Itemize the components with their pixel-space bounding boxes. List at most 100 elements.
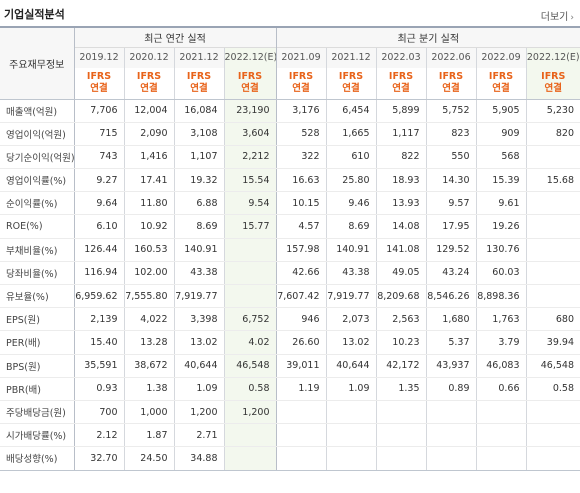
consolidated-label: 연결 xyxy=(190,83,208,95)
quarter-value-cell: 3.79 xyxy=(475,330,526,355)
ifrs-basis-label: IFRS 연결 xyxy=(123,68,174,100)
quarter-period-header: 2021.09 xyxy=(275,46,326,68)
quarter-value-cell xyxy=(425,423,476,448)
row-label: BPS(원) xyxy=(0,354,74,378)
quarter-value-cell: 680 xyxy=(525,307,580,332)
table-row: EPS(원) 2,139 4,022 3,398 6,752 946 2,073 2,563 1… xyxy=(0,307,580,332)
quarter-value-cell: 49.05 xyxy=(375,261,426,286)
ifrs-label: IFRS xyxy=(338,71,364,83)
ifrs-basis-label: IFRS 연결 xyxy=(475,68,526,100)
consolidated-label: 연결 xyxy=(140,83,158,95)
annual-value-cell: 3,398 xyxy=(173,307,224,332)
quarter-value-cell: 46,548 xyxy=(525,354,580,378)
quarter-value-cell: 610 xyxy=(325,145,376,170)
table-row: 영업이익(억원) 715 2,090 3,108 3,604 528 1,665 1,117 8… xyxy=(0,122,580,146)
quarter-value-cell xyxy=(525,145,580,170)
table-row: 배당성향(%) 32.70 24.50 34.88 xyxy=(0,446,580,471)
quarter-value-cell xyxy=(275,399,326,425)
quarter-value-cell: 1,680 xyxy=(425,307,476,332)
annual-value-cell: 0.58 xyxy=(223,377,276,401)
annual-value-cell: 8.69 xyxy=(173,214,224,239)
ifrs-basis-label: IFRS 연결 xyxy=(525,68,580,100)
quarter-value-cell: 1,763 xyxy=(475,307,526,332)
ifrs-label: IFRS xyxy=(438,71,464,83)
ifrs-label: IFRS xyxy=(237,71,263,83)
quarter-value-cell xyxy=(475,446,526,471)
quarter-value-cell: 5,899 xyxy=(375,99,426,123)
quarter-value-cell xyxy=(375,399,426,425)
quarter-value-cell: 1.35 xyxy=(375,377,426,401)
table-row: ROE(%) 6.10 10.92 8.69 15.77 4.57 8.69 14.08 17.… xyxy=(0,214,580,239)
quarter-value-cell: 14.08 xyxy=(375,214,426,239)
annual-value-cell: 23,190 xyxy=(223,99,276,123)
quarter-value-cell: 3,176 xyxy=(275,99,326,123)
quarter-value-cell: 13.93 xyxy=(375,191,426,216)
quarter-value-cell xyxy=(475,399,526,425)
quarter-value-cell: 0.58 xyxy=(525,377,580,401)
annual-value-cell: 13.28 xyxy=(123,330,174,355)
quarter-value-cell: 5.37 xyxy=(425,330,476,355)
quarter-value-cell: 0.66 xyxy=(475,377,526,401)
quarter-value-cell: 6,454 xyxy=(325,99,376,123)
quarter-value-cell: 822 xyxy=(375,145,426,170)
table-row: 당기순이익(억원) 743 1,416 1,107 2,212 322 610 822 550 5… xyxy=(0,145,580,170)
quarter-value-cell: 1,665 xyxy=(325,122,376,146)
quarter-value-cell xyxy=(525,237,580,262)
quarter-value-cell: 5,752 xyxy=(425,99,476,123)
quarter-value-cell: 13.02 xyxy=(325,330,376,355)
quarter-value-cell: 10.23 xyxy=(375,330,426,355)
quarter-value-cell: 2,563 xyxy=(375,307,426,332)
annual-value-cell: 46,548 xyxy=(223,354,276,378)
quarter-value-cell: 1.19 xyxy=(275,377,326,401)
quarter-value-cell: 130.76 xyxy=(475,237,526,262)
annual-value-cell: 12,004 xyxy=(123,99,174,123)
quarter-value-cell: 9.61 xyxy=(475,191,526,216)
annual-period-header: 2020.12 xyxy=(123,46,174,68)
table-row: 주당배당금(원) 700 1,000 1,200 1,200 xyxy=(0,399,580,425)
quarter-value-cell: 141.08 xyxy=(375,237,426,262)
quarter-value-cell: 140.91 xyxy=(325,237,376,262)
row-label: 부채비율(%) xyxy=(0,237,74,262)
quarter-value-cell: 823 xyxy=(425,122,476,146)
quarter-value-cell: 18.93 xyxy=(375,168,426,193)
annual-value-cell: 34.88 xyxy=(173,446,224,471)
annual-period-header: 2019.12 xyxy=(73,46,124,68)
quarter-value-cell xyxy=(425,399,476,425)
quarter-period-header: 2022.06 xyxy=(425,46,476,68)
quarter-value-cell: 8,546.26 xyxy=(425,284,476,309)
quarter-value-cell: 7,607.42 xyxy=(275,284,326,309)
annual-value-cell: 7,919.77 xyxy=(173,284,224,309)
quarter-period-header: 2022.09 xyxy=(475,46,526,68)
ifrs-basis-label: IFRS 연결 xyxy=(73,68,124,100)
table-row: 순이익률(%) 9.64 11.80 6.88 9.54 10.15 9.46 13.93 9.… xyxy=(0,191,580,216)
annual-value-cell: 24.50 xyxy=(123,446,174,471)
table-row: 매출액(억원) 7,706 12,004 16,084 23,190 3,176 6,454… xyxy=(0,99,580,123)
annual-value-cell: 32.70 xyxy=(73,446,124,471)
annual-value-cell: 4,022 xyxy=(123,307,174,332)
consolidated-label: 연결 xyxy=(442,83,460,95)
annual-group-header: 최근 연간 실적 xyxy=(73,26,276,47)
financial-summary-table: 주요재무정보 최근 연간 실적 최근 분기 실적 2019.12 2020.12 2… xyxy=(0,26,580,471)
quarter-value-cell: 39.94 xyxy=(525,330,580,355)
annual-value-cell: 10.92 xyxy=(123,214,174,239)
quarter-value-cell xyxy=(375,423,426,448)
annual-value-cell: 1.38 xyxy=(123,377,174,401)
more-link-label: 더보기 xyxy=(540,12,569,23)
annual-value-cell: 1,107 xyxy=(173,145,224,170)
quarter-value-cell: 19.26 xyxy=(475,214,526,239)
more-link[interactable]: 더보기 › xyxy=(541,8,574,23)
ifrs-label: IFRS xyxy=(488,71,514,83)
quarter-value-cell xyxy=(275,423,326,448)
table-row: PER(배) 15.40 13.28 13.02 4.02 26.60 13.02 10.23… xyxy=(0,330,580,355)
table-row: PBR(배) 0.93 1.38 1.09 0.58 1.19 1.09 1.35 0.89 0.… xyxy=(0,377,580,401)
annual-value-cell: 743 xyxy=(73,145,124,170)
row-label: 시가배당률(%) xyxy=(0,423,74,448)
annual-value-cell: 1,200 xyxy=(173,399,224,425)
annual-value-cell: 6.88 xyxy=(173,191,224,216)
quarter-value-cell: 5,230 xyxy=(525,99,580,123)
quarter-value-cell: 26.60 xyxy=(275,330,326,355)
quarter-value-cell: 25.80 xyxy=(325,168,376,193)
annual-value-cell: 0.93 xyxy=(73,377,124,401)
annual-value-cell: 1,000 xyxy=(123,399,174,425)
row-label: EPS(원) xyxy=(0,307,74,332)
